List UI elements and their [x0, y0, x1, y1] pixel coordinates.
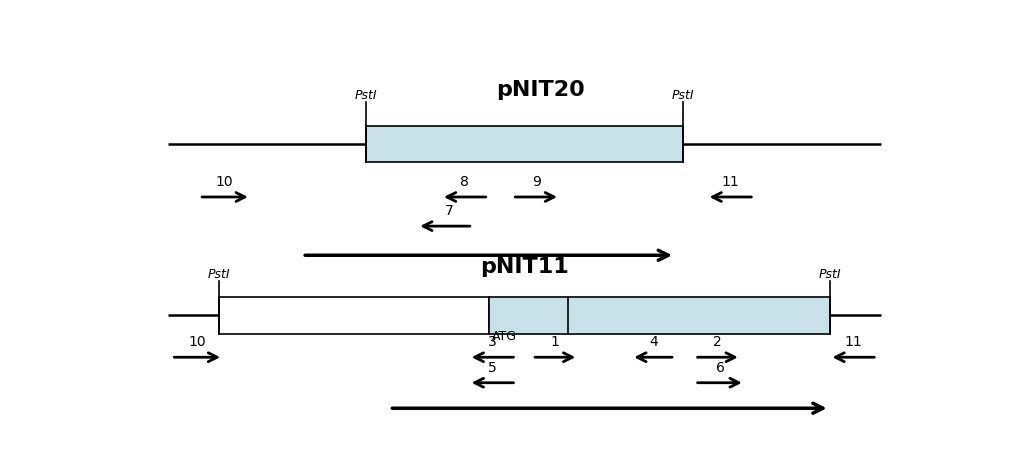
- Text: 11: 11: [721, 175, 740, 189]
- Text: 2: 2: [713, 335, 722, 349]
- Text: 4: 4: [650, 335, 658, 349]
- Text: 7: 7: [445, 204, 453, 218]
- Text: 1: 1: [550, 335, 560, 349]
- Text: 10: 10: [188, 335, 206, 349]
- Text: 8: 8: [460, 175, 470, 189]
- Text: 5: 5: [488, 361, 497, 375]
- Bar: [489, 297, 830, 333]
- Text: PstI: PstI: [818, 268, 841, 281]
- Text: 3: 3: [488, 335, 497, 349]
- Text: pNIT11: pNIT11: [480, 257, 569, 277]
- Text: PstI: PstI: [354, 89, 377, 102]
- Text: 10: 10: [216, 175, 233, 189]
- Text: PstI: PstI: [208, 268, 230, 281]
- Bar: [366, 126, 683, 162]
- Bar: [219, 297, 489, 333]
- Text: PstI: PstI: [671, 89, 695, 102]
- Text: 6: 6: [716, 361, 724, 375]
- Text: ATG: ATG: [492, 330, 517, 342]
- Text: 9: 9: [532, 175, 540, 189]
- Text: pNIT20: pNIT20: [496, 80, 584, 100]
- Text: 11: 11: [844, 335, 862, 349]
